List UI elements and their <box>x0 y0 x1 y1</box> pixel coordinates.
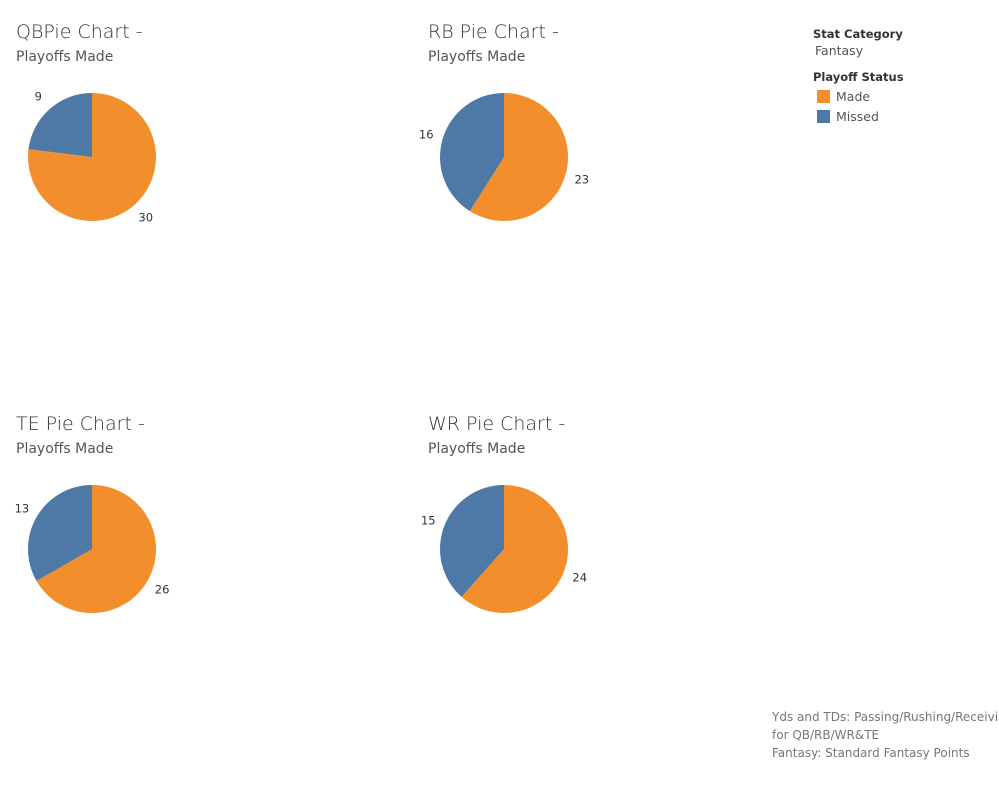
pie-slice-made[interactable] <box>469 93 568 221</box>
qb-pie-svg: 30 9 <box>28 89 157 225</box>
footnote-line-1: Yds and TDs: Passing/Rushing/Receiving <box>772 710 999 724</box>
rb-pie-chart: RB Pie Chart - Playoffs Made 23 16 <box>412 0 712 260</box>
wr-pie-chart: WR Pie Chart - Playoffs Made 24 15 <box>412 392 712 652</box>
chart-subtitle: Playoffs Made <box>428 441 526 457</box>
chart-subtitle: Playoffs Made <box>16 49 114 65</box>
qb-pie-chart: QBPie Chart - Playoffs Made 30 9 <box>0 0 300 260</box>
pie-label-made: 26 <box>155 583 170 597</box>
legend-panel: Stat Category Fantasy Playoff Status Mad… <box>813 27 993 126</box>
footnote-line-2: for QB/RB/WR&TE <box>772 728 880 742</box>
legend-swatch-missed <box>817 109 830 123</box>
pie-slice-missed[interactable] <box>439 93 504 212</box>
footnote-line-3: Fantasy: Standard Fantasy Points <box>772 746 970 760</box>
pie-slice-made[interactable] <box>461 485 569 613</box>
rb-pie-svg: 23 16 <box>419 93 589 221</box>
footnote: Yds and TDs: Passing/Rushing/Receiving f… <box>772 708 999 762</box>
legend-item-made[interactable]: Made <box>813 86 993 106</box>
legend-swatch-made <box>817 89 830 103</box>
chart-title: WR Pie Chart - <box>428 413 566 435</box>
pie-label-made: 23 <box>574 173 589 187</box>
pie-label-missed: 9 <box>35 89 42 103</box>
wr-pie-svg: 24 15 <box>421 485 587 613</box>
playoff-status-heading: Playoff Status <box>813 70 904 84</box>
chart-subtitle: Playoffs Made <box>428 49 526 65</box>
te-pie-svg: 26 13 <box>15 485 170 613</box>
stat-category-heading: Stat Category <box>813 27 903 41</box>
chart-title: TE Pie Chart - <box>16 413 145 435</box>
pie-slice-missed[interactable] <box>440 485 504 597</box>
pie-label-made: 30 <box>138 211 153 225</box>
pie-slice-made[interactable] <box>36 485 156 613</box>
legend-label-missed: Missed <box>836 108 879 124</box>
pie-label-made: 24 <box>572 571 587 585</box>
pie-label-missed: 16 <box>419 128 434 142</box>
pie-slice-missed[interactable] <box>28 93 92 157</box>
te-pie-chart: TE Pie Chart - Playoffs Made 26 13 <box>0 392 300 652</box>
pie-label-missed: 15 <box>421 513 436 527</box>
chart-title: QBPie Chart - <box>16 21 143 43</box>
chart-title: RB Pie Chart - <box>428 21 559 43</box>
legend-item-missed[interactable]: Missed <box>813 106 993 126</box>
pie-slice-missed[interactable] <box>27 485 92 581</box>
pie-label-missed: 13 <box>15 502 30 516</box>
stat-category-value[interactable]: Fantasy <box>815 43 864 58</box>
chart-subtitle: Playoffs Made <box>16 441 114 457</box>
legend-label-made: Made <box>836 88 871 104</box>
pie-slice-made[interactable] <box>28 93 157 221</box>
